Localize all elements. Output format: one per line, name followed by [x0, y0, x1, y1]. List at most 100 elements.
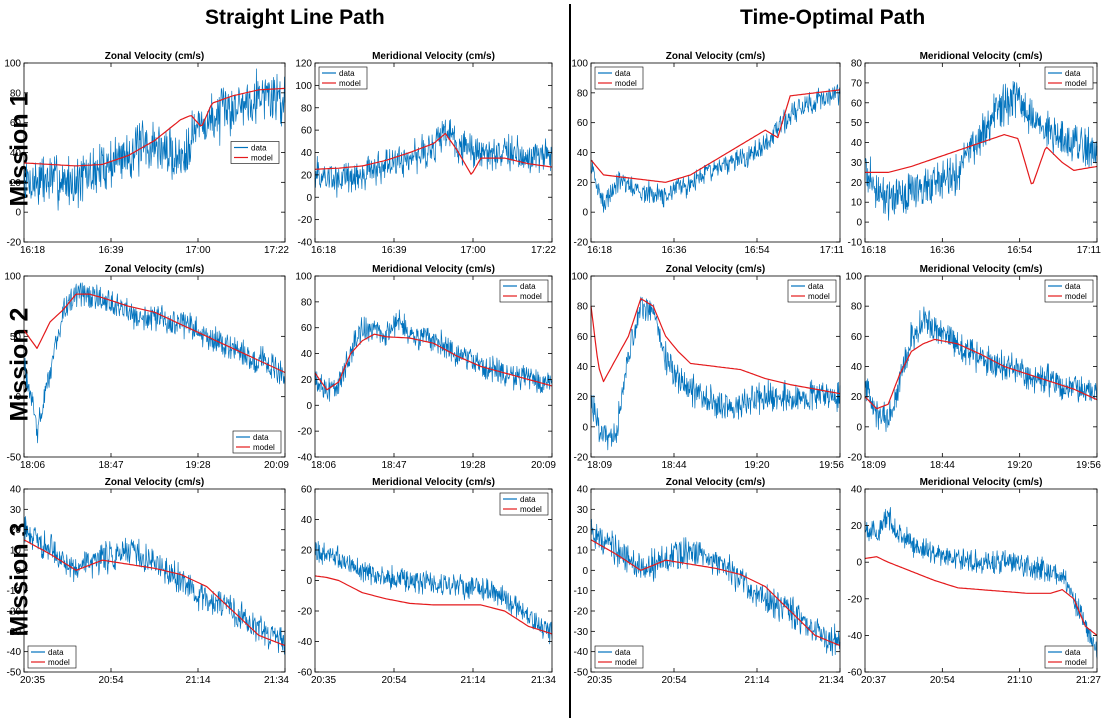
series-model	[590, 539, 841, 647]
y-tick-label: -20	[298, 427, 313, 438]
y-tick-label: 80	[851, 59, 863, 70]
y-tick-label: 80	[301, 103, 313, 114]
x-tick-label: 17:22	[531, 245, 556, 256]
x-tick-label: 19:28	[185, 460, 210, 471]
y-tick-label: 0	[856, 558, 862, 569]
plot-frame	[314, 62, 553, 243]
y-tick-label: -20	[7, 607, 22, 618]
y-tick-label: 0	[306, 193, 312, 204]
x-tick-label: 18:06	[20, 460, 45, 471]
plot-frame	[590, 488, 841, 673]
y-tick-label: 20	[851, 392, 863, 403]
y-tick-label: -40	[7, 647, 22, 658]
series-model	[864, 556, 1098, 636]
legend-label-data: data	[520, 495, 536, 504]
series-model	[23, 87, 286, 167]
chart-to-m2-zonal: Zonal Velocity (cm/s) -20 0 20 40 60 80 100 18:0…	[571, 264, 844, 471]
chart-sl-m2-zonal: Zonal Velocity (cm/s) -50 0 50 100 18:06 18:47…	[4, 264, 289, 471]
y-tick-label: -20	[7, 238, 22, 249]
y-tick-label: 60	[10, 118, 22, 129]
chart-title: Zonal Velocity (cm/s)	[666, 477, 765, 488]
y-tick-label: 40	[301, 349, 313, 360]
x-tick-label: 18:44	[661, 460, 686, 471]
y-tick-label: -20	[574, 238, 589, 249]
chart-to-m1-zonal: Zonal Velocity (cm/s) -20 0 20 40 60 80 100 16:1…	[571, 51, 844, 256]
series-model	[314, 575, 553, 635]
y-tick-label: -10	[7, 586, 22, 597]
y-tick-label: 100	[571, 272, 588, 283]
x-tick-label: 21:27	[1076, 675, 1101, 686]
x-tick-label: 16:18	[587, 245, 612, 256]
x-tick-label: 20:54	[661, 675, 686, 686]
chart-sl-m2-merid: Meridional Velocity (cm/s) -40 -20 0 20 40 60 8…	[295, 264, 556, 471]
series-data	[590, 296, 841, 451]
legend-label-model: model	[48, 658, 70, 667]
y-tick-label: 80	[301, 297, 313, 308]
x-tick-label: 16:54	[744, 245, 769, 256]
legend-label-model: model	[520, 292, 542, 301]
y-tick-label: 10	[851, 198, 863, 209]
y-tick-label: 10	[577, 546, 589, 557]
x-tick-label: 20:54	[381, 675, 406, 686]
x-tick-label: 16:18	[20, 245, 45, 256]
y-tick-label: -30	[574, 627, 589, 638]
series-data	[590, 518, 841, 656]
y-tick-label: 0	[856, 218, 862, 229]
legend-label-model: model	[520, 505, 542, 514]
y-tick-label: 40	[851, 138, 863, 149]
legend-label-data: data	[1065, 648, 1081, 657]
x-tick-label: 17:11	[1077, 245, 1102, 256]
y-tick-label: 20	[10, 178, 22, 189]
series-model	[314, 333, 553, 391]
plot-frame	[864, 62, 1098, 243]
plot-frame	[314, 488, 553, 673]
y-tick-label: 40	[10, 485, 22, 496]
y-tick-label: 120	[295, 59, 312, 70]
y-tick-label: -40	[298, 238, 313, 249]
x-tick-label: 18:47	[98, 460, 123, 471]
chart-to-m2-merid: Meridional Velocity (cm/s) -20 0 20 40 60 80 10…	[845, 264, 1101, 471]
x-tick-label: 20:54	[98, 675, 123, 686]
legend-label-data: data	[1065, 69, 1081, 78]
x-tick-label: 16:18	[311, 245, 336, 256]
y-tick-label: 30	[577, 505, 589, 516]
y-tick-label: 0	[582, 422, 588, 433]
x-tick-label: 21:14	[744, 675, 769, 686]
y-tick-label: -40	[298, 453, 313, 464]
chart-title: Zonal Velocity (cm/s)	[105, 477, 204, 488]
chart-sl-m3-merid: Meridional Velocity (cm/s) -60 -40 -20 0 20 40…	[298, 477, 557, 686]
y-tick-label: 50	[10, 332, 22, 343]
legend-label-data: data	[1065, 282, 1081, 291]
x-tick-label: 20:35	[20, 675, 45, 686]
y-tick-label: 0	[306, 401, 312, 412]
series-model	[23, 293, 286, 374]
chart-to-m1-merid: Meridional Velocity (cm/s) -10 0 10 20 30 40 50…	[848, 51, 1102, 256]
legend-label-data: data	[808, 282, 824, 291]
x-tick-label: 20:35	[587, 675, 612, 686]
y-tick-label: 0	[15, 392, 21, 403]
y-tick-label: 100	[571, 59, 588, 70]
series-model	[865, 134, 1098, 185]
x-tick-label: 19:20	[744, 460, 769, 471]
y-tick-label: -40	[574, 647, 589, 658]
y-tick-label: 40	[577, 148, 589, 159]
x-tick-label: 18:09	[861, 460, 886, 471]
x-tick-label: 20:37	[861, 675, 886, 686]
y-tick-label: -50	[7, 453, 22, 464]
y-tick-label: 100	[295, 272, 312, 283]
y-tick-label: 0	[15, 208, 21, 219]
series-model	[314, 132, 553, 175]
x-tick-label: 21:14	[185, 675, 210, 686]
legend-label-model: model	[808, 292, 830, 301]
y-tick-label: 20	[577, 392, 589, 403]
x-tick-label: 16:39	[381, 245, 406, 256]
x-tick-label: 19:28	[460, 460, 485, 471]
y-tick-label: 40	[851, 362, 863, 373]
